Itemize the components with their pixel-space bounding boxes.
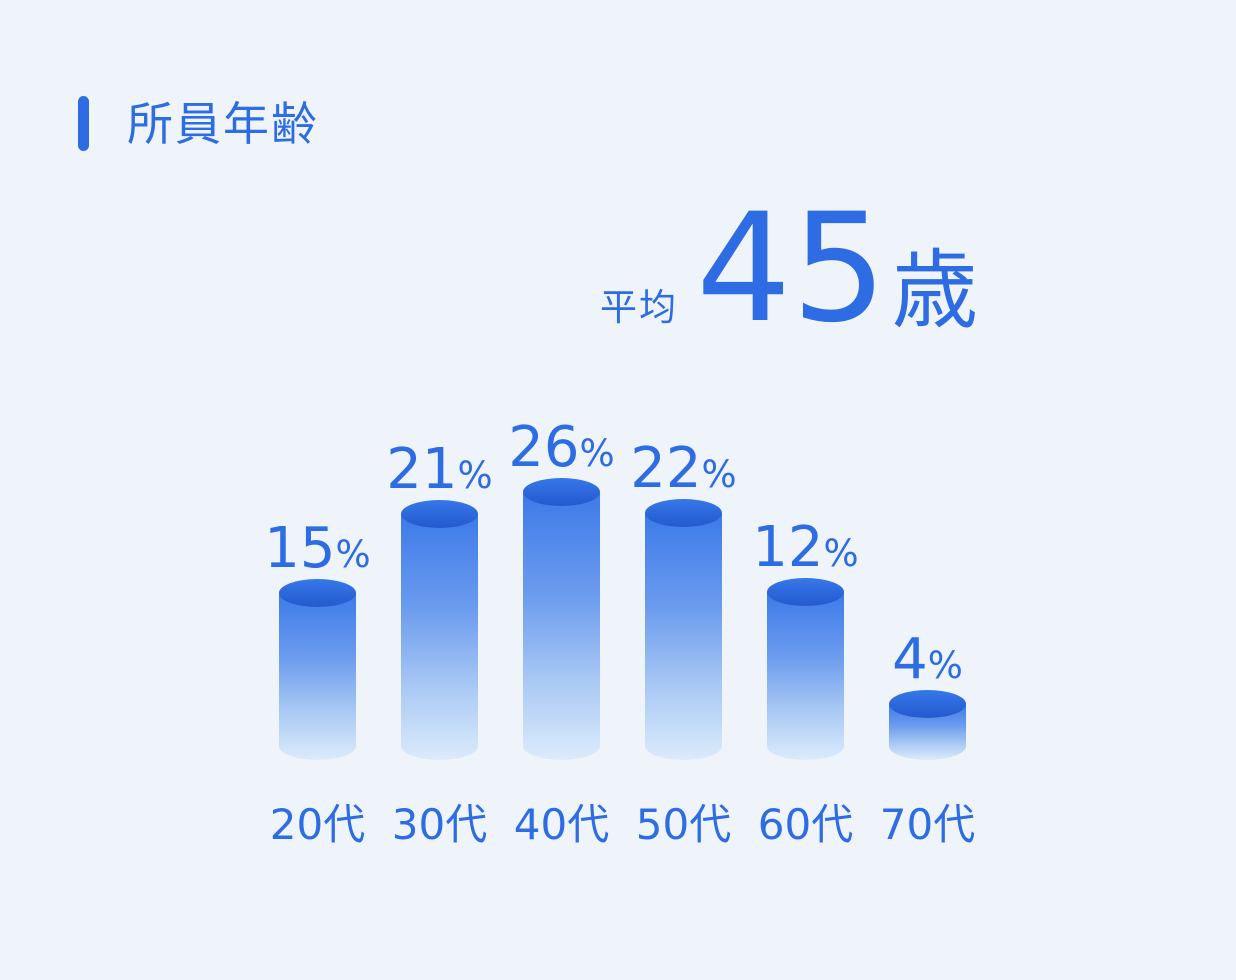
percent-sign: % <box>927 644 963 687</box>
percent-label: 15% <box>264 521 370 577</box>
bar-group: 22% 50代 <box>630 441 736 846</box>
percent-sign: % <box>823 532 859 575</box>
bar-cylinder-body <box>767 592 844 760</box>
percent-sign: % <box>335 533 371 576</box>
bar-group: 4% 70代 <box>880 632 975 846</box>
percent-label: 4% <box>892 632 963 688</box>
percent-label: 22% <box>630 441 736 497</box>
category-label: 50代 <box>635 800 732 849</box>
percent-label: 21% <box>386 442 492 498</box>
average-annotation: 平均 45 歳 <box>600 194 978 345</box>
category-label: 40代 <box>513 800 610 849</box>
bar-group: 21% 30代 <box>386 442 492 846</box>
percent-value: 26 <box>508 415 580 480</box>
percent-value: 21 <box>386 437 458 502</box>
bar-cylinder-top <box>645 499 722 527</box>
bar-group: 26% 40代 <box>508 420 614 846</box>
section-header: 所員年齢 <box>78 96 319 151</box>
bar-group: 15% 20代 <box>264 521 370 846</box>
page-title: 所員年齢 <box>127 96 319 151</box>
bar-cylinder-top <box>523 478 600 506</box>
bar-cylinder-top <box>401 500 478 528</box>
average-unit: 歳 <box>891 241 978 341</box>
percent-value: 15 <box>264 516 336 581</box>
average-label: 平均 <box>600 286 678 329</box>
percent-label: 26% <box>508 420 614 476</box>
bar-cylinder-top <box>889 690 966 718</box>
bar-cylinder-body <box>401 514 478 760</box>
bar-cylinder-top <box>279 579 356 607</box>
category-label: 30代 <box>391 800 488 849</box>
percent-value: 12 <box>752 515 824 580</box>
percent-label: 12% <box>752 520 858 576</box>
percent-value: 22 <box>630 436 702 501</box>
bar-chart: 15% 20代 21% 30代 26% 40代 22% 50代 12% 60代 … <box>264 420 975 846</box>
bar-group: 12% 60代 <box>752 520 858 846</box>
bar-cylinder-body <box>645 513 722 760</box>
bar-cylinder-body <box>523 492 600 760</box>
title-accent-bar <box>78 96 89 151</box>
percent-sign: % <box>579 432 615 475</box>
percent-sign: % <box>701 453 737 496</box>
percent-sign: % <box>457 454 493 497</box>
category-label: 70代 <box>879 800 976 849</box>
average-value: 45 <box>696 182 887 356</box>
bar-cylinder-top <box>767 578 844 606</box>
percent-value: 4 <box>892 627 928 692</box>
category-label: 60代 <box>757 800 854 849</box>
bar-cylinder-body <box>279 593 356 760</box>
category-label: 20代 <box>269 800 366 849</box>
